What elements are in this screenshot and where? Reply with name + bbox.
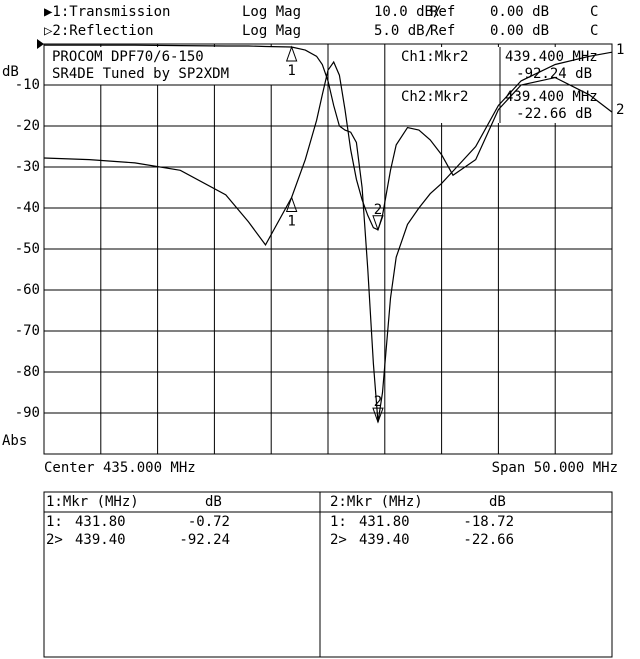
header-field: 5.0 dB/	[374, 23, 433, 39]
table-cell: 439.40	[359, 532, 410, 548]
marker-label: 1	[287, 214, 295, 230]
table-header: dB	[205, 494, 222, 510]
table-cell: 1:	[46, 514, 63, 530]
trace-label: 1	[616, 42, 624, 58]
readout-label: Ch1:Mkr2	[401, 49, 468, 65]
header-field: Log Mag	[242, 23, 301, 39]
header-field: C	[590, 4, 598, 20]
chart-subtitle: SR4DE Tuned by SP2XDM	[52, 66, 229, 82]
y-tick-label: -20	[15, 118, 40, 134]
marker	[372, 215, 384, 232]
y-tick-label: -10	[15, 77, 40, 93]
trace-label: 2	[616, 102, 624, 118]
table-cell: -92.24	[179, 532, 230, 548]
table-cell: -22.66	[463, 532, 514, 548]
table-header: 1:Mkr (MHz)	[46, 494, 139, 510]
trace	[44, 44, 613, 423]
y-tick-label: -60	[15, 282, 40, 298]
header-field: C	[590, 23, 598, 39]
table-cell: 431.80	[75, 514, 126, 530]
marker-table-frame	[43, 491, 613, 658]
y-tick-label: -40	[15, 200, 40, 216]
title-backdrop	[48, 47, 278, 85]
reference-pointer	[37, 39, 44, 49]
readout-value: -92.24 dB	[516, 66, 592, 82]
y-tick-label: -70	[15, 323, 40, 339]
table-cell: 431.80	[359, 514, 410, 530]
readout-freq: 439.400 MHz	[505, 89, 598, 105]
marker	[285, 45, 298, 62]
y-axis-label: dB	[2, 64, 19, 80]
chart-title: PROCOM DPF70/6-150	[52, 49, 204, 65]
format-label: Abs	[2, 433, 27, 449]
table-cell: -18.72	[463, 514, 514, 530]
table-cell: 2>	[330, 532, 347, 548]
table-header: 2:Mkr (MHz)	[330, 494, 423, 510]
y-tick-label: -80	[15, 364, 40, 380]
readout-label: Ch2:Mkr2	[401, 89, 468, 105]
marker-label: 2	[374, 394, 382, 410]
table-cell: -0.72	[188, 514, 230, 530]
table-cell: 439.40	[75, 532, 126, 548]
table-cell: 2>	[46, 532, 63, 548]
center-label: Center 435.000 MHz	[44, 460, 196, 476]
header-field: 0.00 dB	[490, 23, 549, 39]
readout-freq: 439.400 MHz	[505, 49, 598, 65]
header-field: Log Mag	[242, 4, 301, 20]
header-field: 10.0 dB/	[374, 4, 441, 20]
readout-value: -22.66 dB	[516, 106, 592, 122]
y-tick-label: -90	[15, 405, 40, 421]
table-header: dB	[489, 494, 506, 510]
marker-label: 2	[374, 202, 382, 218]
span-label: Span 50.000 MHz	[492, 460, 618, 476]
y-tick-label: -50	[15, 241, 40, 257]
header-field: Ref	[430, 23, 455, 39]
marker	[285, 196, 298, 213]
trace	[43, 60, 613, 247]
header-field: Ref	[430, 4, 455, 20]
header-field: 0.00 dB	[490, 4, 549, 20]
marker-label: 1	[287, 63, 295, 79]
table-cell: 1:	[330, 514, 347, 530]
header-field: ▷2:Reflection	[44, 23, 154, 39]
marker	[372, 407, 384, 424]
header-field: ▶1:Transmission	[44, 4, 170, 20]
y-tick-label: -30	[15, 159, 40, 175]
